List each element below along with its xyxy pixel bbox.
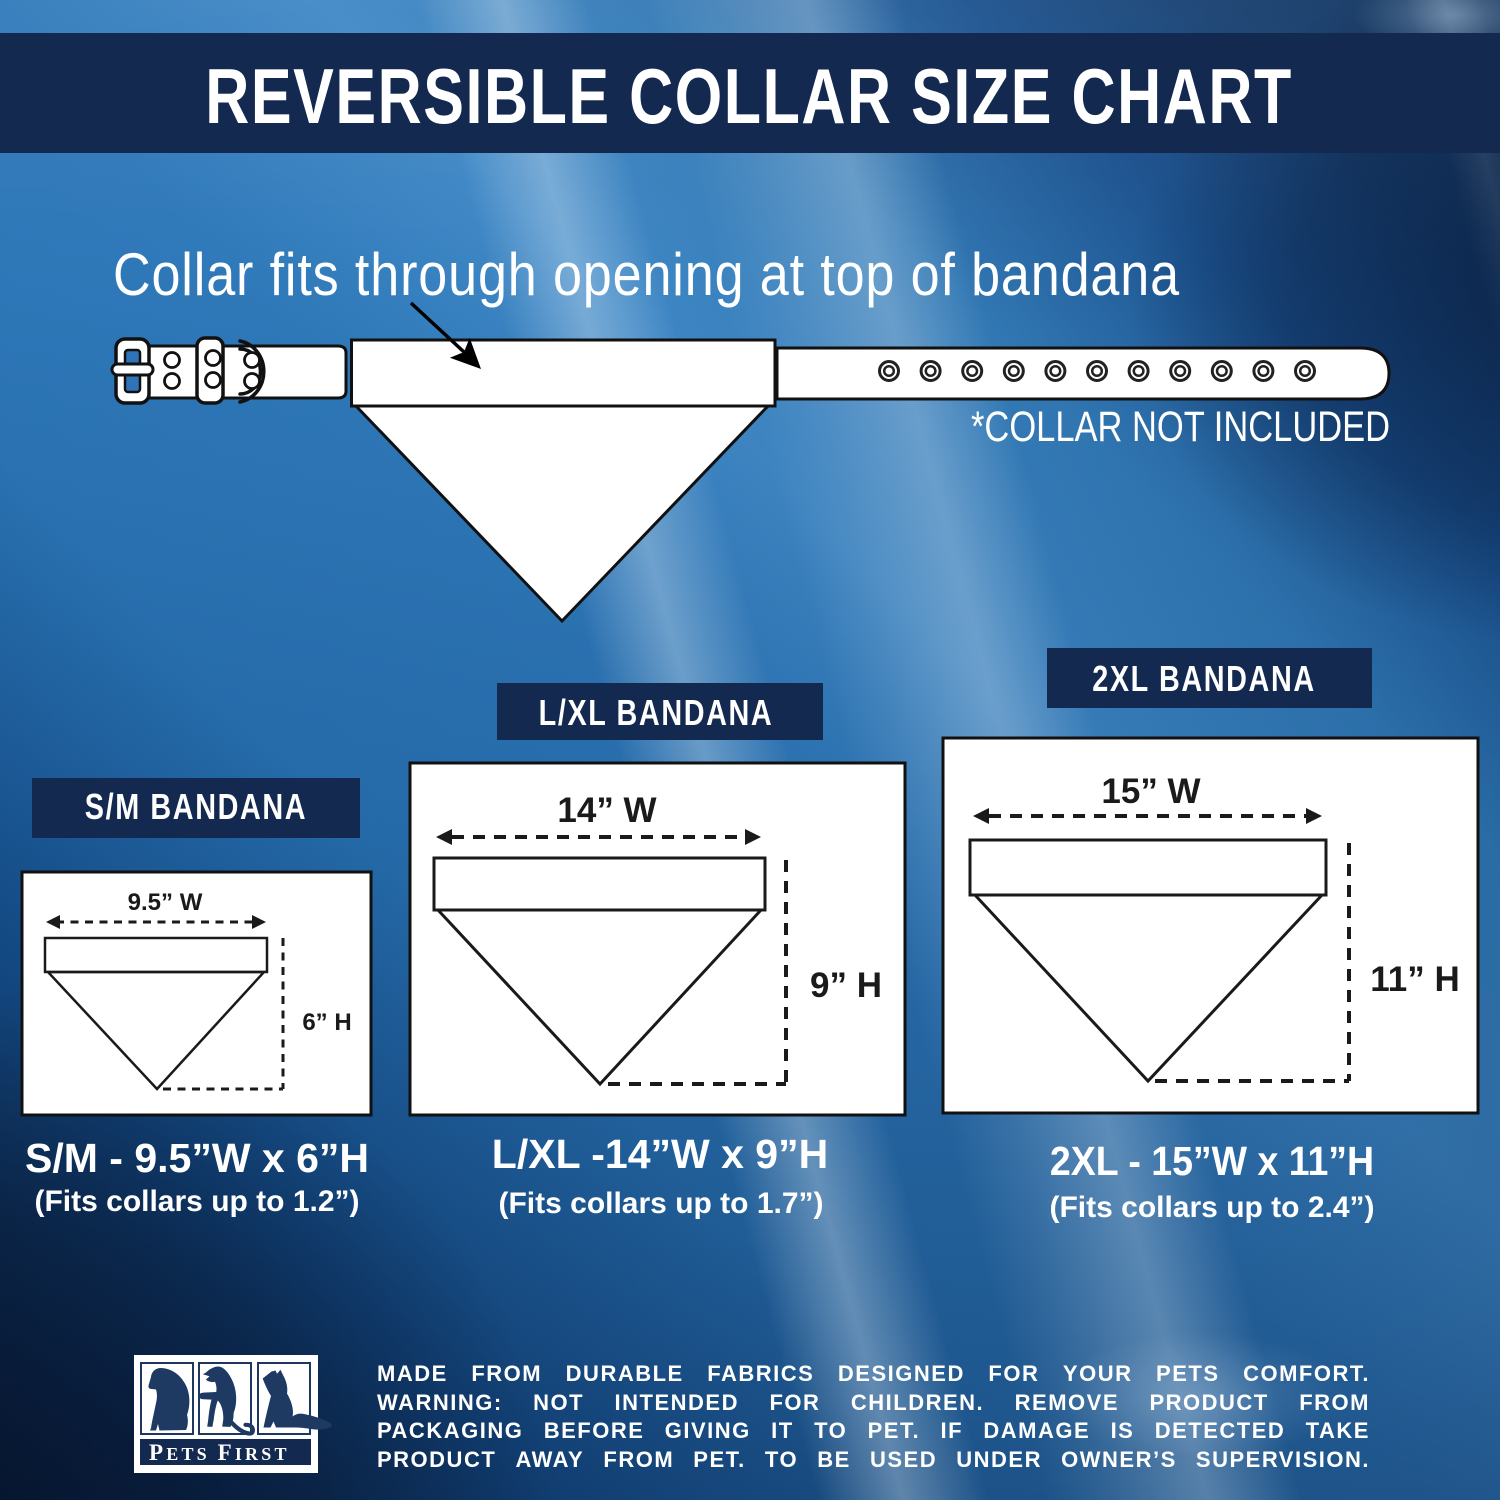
svg-text:9.5” W: 9.5” W <box>128 889 203 916</box>
svg-text:14” W: 14” W <box>557 791 656 830</box>
svg-text:11” H: 11” H <box>1370 960 1460 999</box>
svg-text:15” W: 15” W <box>1101 772 1200 811</box>
svg-text:6” H: 6” H <box>302 1009 351 1036</box>
svg-text:9” H: 9” H <box>810 966 882 1005</box>
svg-text:PETS FIRST: PETS FIRST <box>149 1440 290 1465</box>
